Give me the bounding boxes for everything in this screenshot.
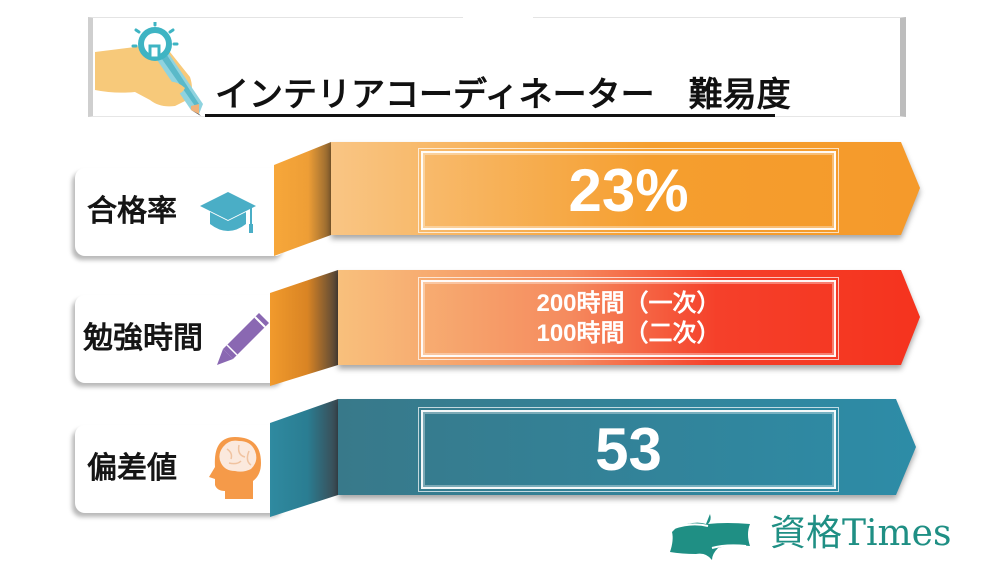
ribbon-fold: [270, 270, 338, 386]
value-frame: 53: [418, 407, 839, 492]
graduation-cap-icon: [200, 192, 256, 233]
label-text: 勉強時間: [83, 321, 203, 356]
label-deviation: 偏差値: [75, 425, 285, 513]
hand-pencil-lightbulb-icon: [95, 22, 203, 116]
study-time-second: 100時間（二次）: [536, 319, 721, 347]
page-title: インテリアコーディネーター 難易度: [215, 75, 791, 115]
label-pass-rate: 合格率: [75, 168, 285, 256]
pencil-icon: [217, 313, 269, 365]
label-study-time: 勉強時間: [75, 295, 285, 383]
label-text: 偏差値: [87, 451, 177, 486]
value-bar-deviation: [338, 399, 916, 495]
pass-rate-value: 23%: [568, 156, 689, 224]
brain-head-icon: [209, 437, 261, 499]
value-bar-study-time: [338, 270, 920, 365]
title-notch: [463, 12, 533, 18]
value-frame: 23%: [418, 148, 839, 233]
ribbon-fold: [274, 142, 331, 256]
study-time-first: 200時間（一次）: [536, 289, 721, 317]
ribbon-fold: [270, 399, 338, 517]
title-underline: [205, 114, 775, 117]
brand-name: 資格Times: [770, 513, 952, 554]
title-box: [88, 17, 906, 117]
value-frame: 200時間（一次） 100時間（二次）: [418, 277, 839, 360]
banner-flag-icon: [670, 514, 750, 560]
label-text: 合格率: [87, 194, 177, 229]
deviation-value: 53: [595, 415, 662, 483]
value-bar-pass-rate: [331, 142, 920, 235]
